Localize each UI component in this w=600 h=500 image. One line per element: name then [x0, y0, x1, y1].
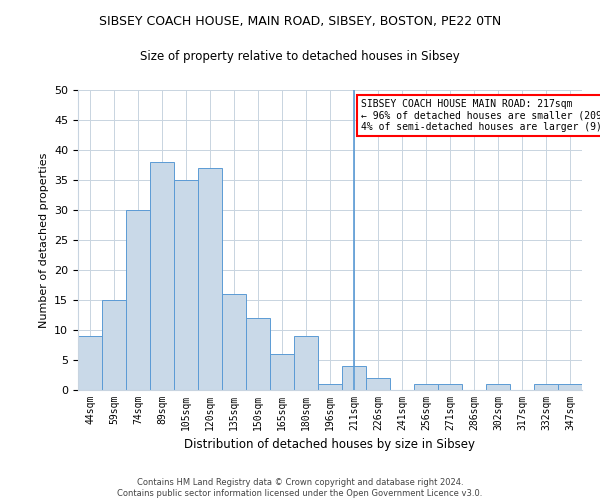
Bar [270, 354, 294, 390]
X-axis label: Distribution of detached houses by size in Sibsey: Distribution of detached houses by size … [185, 438, 476, 452]
Bar [222, 294, 246, 390]
Bar [534, 384, 558, 390]
Bar [486, 384, 510, 390]
Bar [102, 300, 126, 390]
Text: Size of property relative to detached houses in Sibsey: Size of property relative to detached ho… [140, 50, 460, 63]
Y-axis label: Number of detached properties: Number of detached properties [38, 152, 49, 328]
Bar [174, 180, 198, 390]
Bar [318, 384, 342, 390]
Bar [198, 168, 222, 390]
Text: SIBSEY COACH HOUSE MAIN ROAD: 217sqm
← 96% of detached houses are smaller (209)
: SIBSEY COACH HOUSE MAIN ROAD: 217sqm ← 9… [361, 99, 600, 132]
Bar [126, 210, 150, 390]
Bar [558, 384, 582, 390]
Bar [150, 162, 174, 390]
Bar [294, 336, 318, 390]
Bar [438, 384, 462, 390]
Text: Contains HM Land Registry data © Crown copyright and database right 2024.
Contai: Contains HM Land Registry data © Crown c… [118, 478, 482, 498]
Text: SIBSEY COACH HOUSE, MAIN ROAD, SIBSEY, BOSTON, PE22 0TN: SIBSEY COACH HOUSE, MAIN ROAD, SIBSEY, B… [99, 15, 501, 28]
Bar [366, 378, 390, 390]
Bar [342, 366, 366, 390]
Bar [78, 336, 102, 390]
Bar [246, 318, 270, 390]
Bar [414, 384, 438, 390]
